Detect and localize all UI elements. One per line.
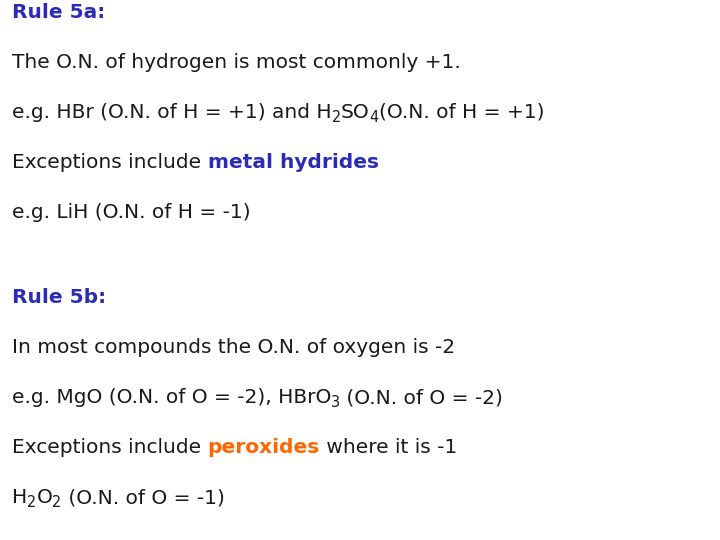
Text: Rule 5b:: Rule 5b: [12, 288, 106, 307]
Text: The O.N. of hydrogen is most commonly +1.: The O.N. of hydrogen is most commonly +1… [12, 53, 461, 72]
Text: 2: 2 [27, 495, 37, 510]
Text: 2: 2 [53, 495, 62, 510]
Text: Exceptions include: Exceptions include [12, 438, 207, 457]
Text: 3: 3 [331, 395, 341, 410]
Text: O: O [37, 488, 53, 507]
Text: H: H [12, 488, 27, 507]
Text: e.g. HBr (O.N. of H = +1) and H: e.g. HBr (O.N. of H = +1) and H [12, 103, 332, 122]
Text: (O.N. of H = +1): (O.N. of H = +1) [379, 103, 544, 122]
Text: peroxides: peroxides [207, 438, 320, 457]
Text: 4: 4 [369, 110, 379, 125]
Text: (O.N. of O = -2): (O.N. of O = -2) [341, 388, 503, 407]
Text: Rule 5a:: Rule 5a: [12, 3, 105, 22]
Text: (O.N. of O = -1): (O.N. of O = -1) [62, 488, 225, 507]
Text: 2: 2 [332, 110, 341, 125]
Text: In most compounds the O.N. of oxygen is -2: In most compounds the O.N. of oxygen is … [12, 338, 455, 357]
Text: metal hydrides: metal hydrides [207, 153, 379, 172]
Text: SO: SO [341, 103, 369, 122]
Text: e.g. MgO (O.N. of O = -2), HBrO: e.g. MgO (O.N. of O = -2), HBrO [12, 388, 331, 407]
Text: where it is -1: where it is -1 [320, 438, 457, 457]
Text: Exceptions include: Exceptions include [12, 153, 207, 172]
Text: e.g. LiH (O.N. of H = -1): e.g. LiH (O.N. of H = -1) [12, 203, 251, 222]
